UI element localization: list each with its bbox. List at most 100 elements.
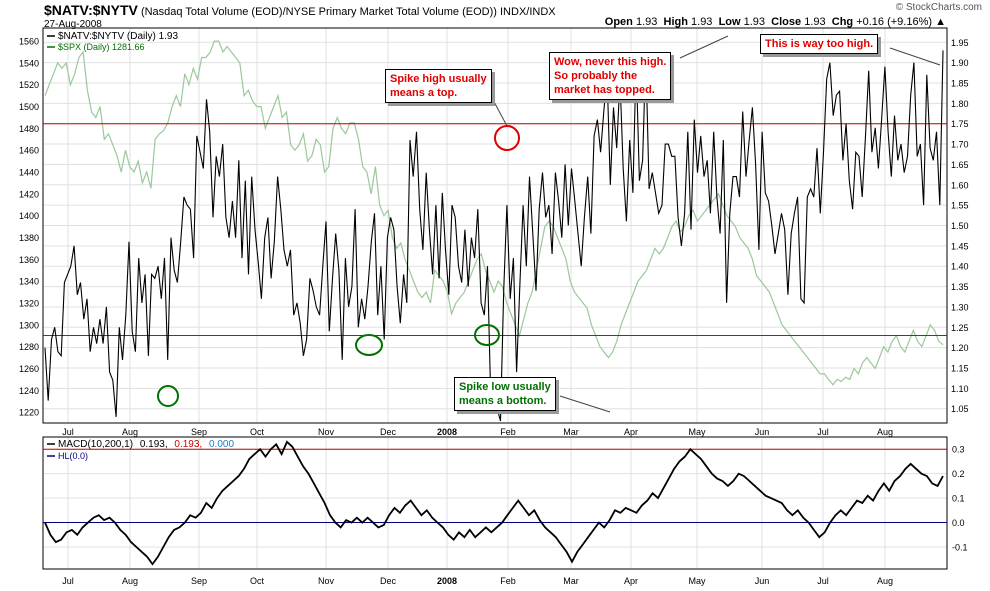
x-tick-label: Jun [755,576,770,586]
left-tick-label: 1420 [19,189,39,199]
x-tick-label: Dec [380,576,397,586]
bottom-spike-circle-2 [355,334,383,356]
legend-spx: $SPX (Daily) 1281.66 [58,42,145,52]
left-tick-label: 1540 [19,58,39,68]
right-tick-label: 1.25 [951,323,969,333]
x-tick-label: May [688,576,706,586]
low-value: 1.93 [743,16,766,28]
left-tick-label: 1440 [19,168,39,178]
exchange: INDX/INDX [500,6,556,18]
ratio-line [44,50,944,422]
x-tick-label: Apr [624,576,638,586]
right-tick-label: 1.55 [951,201,969,211]
annotation-spike-high-line-1: Spike high usually [390,73,487,85]
chg-value: +0.16 (+9.16%) [856,16,933,28]
x-tick-label: 2008 [437,576,457,586]
x-tick-label: Oct [250,576,265,586]
x-tick-label: Jul [817,576,829,586]
right-tick-label: 1.20 [951,343,969,353]
annotation-never-high-line-2: So probably the [554,70,638,82]
bottom-spike-circle-1 [157,385,179,407]
low-label: Low [718,16,741,28]
x-tick-label: Jul [817,427,829,437]
x-tick-label: Aug [877,427,893,437]
right-tick-label: 1.10 [951,384,969,394]
annotation-never-high-line-1: Wow, never this high. [554,56,667,68]
x-tick-label: Feb [500,427,516,437]
left-tick-label: 1240 [19,386,39,396]
annotation-spike-high: Spike high usually means a top. [385,69,492,103]
left-tick-label: 1560 [19,37,39,47]
x-tick-label: Feb [500,576,516,586]
legend-macd-v1: 0.193, [140,439,168,450]
annotation-never-high-line-3: market has topped. [554,84,655,96]
macd-tick-label: 0.1 [952,494,965,504]
legend-macd-v2: 0.193, [174,439,202,450]
macd-line [44,440,944,566]
open-value: 1.93 [635,16,658,28]
right-tick-label: 1.90 [951,58,969,68]
left-tick-label: 1400 [19,211,39,221]
left-tick-label: 1500 [19,102,39,112]
annotation-spike-high-line-2: means a top. [390,87,458,99]
legend-main: $NATV:$NYTV (Daily) 1.93 [58,31,178,42]
right-tick-label: 1.60 [951,180,969,190]
x-tick-label: Aug [122,576,138,586]
chart-date: 27-Aug-2008 [44,19,102,30]
annotation-spike-low-line-2: means a bottom. [459,395,547,407]
open-label: Open [604,16,633,28]
left-tick-label: 1280 [19,342,39,352]
left-tick-label: 1220 [19,408,39,418]
high-label: High [663,16,688,28]
left-tick-label: 1340 [19,277,39,287]
ohlc-readout: Open 1.93 High 1.93 Low 1.93 Close 1.93 … [605,16,946,28]
x-tick-label: Mar [563,576,579,586]
annotation-too-high: This is way too high. [760,34,879,54]
right-tick-label: 1.50 [951,221,969,231]
bottom-spike-circle-3 [474,324,500,346]
macd-tick-label: 0.0 [952,518,965,528]
legend-macd: MACD(10,200,1) 0.193, 0.193, 0.000 [58,439,234,450]
x-tick-label: Jul [62,427,74,437]
close-value: 1.93 [804,16,826,28]
right-tick-label: 1.65 [951,160,969,170]
right-tick-label: 1.70 [951,140,969,150]
macd-tick-label: 0.2 [952,469,965,479]
right-tick-label: 1.40 [951,262,969,272]
left-tick-label: 1520 [19,80,39,90]
high-value: 1.93 [691,16,713,28]
up-arrow-icon: ▲ [935,16,946,28]
right-tick-label: 1.75 [951,119,969,129]
left-tick-label: 1460 [19,146,39,156]
x-tick-label: Mar [563,427,579,437]
x-tick-label: Aug [877,576,893,586]
legend-macd-v3: 0.000 [209,439,234,450]
left-tick-label: 1320 [19,298,39,308]
right-tick-label: 1.30 [951,302,969,312]
annotation-never-high: Wow, never this high. So probably the ma… [549,52,672,100]
x-tick-label: Jul [62,576,74,586]
legend-macd-name: MACD(10,200,1) [58,439,133,450]
right-tick-label: 1.45 [951,241,969,251]
pointer-spike-low [559,395,611,413]
x-tick-label: Jun [755,427,770,437]
x-tick-label: Sep [191,427,207,437]
x-tick-label: Aug [122,427,138,437]
right-tick-label: 1.35 [951,282,969,292]
spx-line [44,40,944,386]
right-tick-label: 1.85 [951,78,969,88]
x-tick-label: Oct [250,427,265,437]
symbol: $NATV:$NYTV [44,2,138,18]
main-panel-frame [42,27,948,424]
right-tick-label: 1.95 [951,38,969,48]
left-tick-label: 1480 [19,124,39,134]
x-tick-label: Nov [318,576,335,586]
x-tick-label: Sep [191,576,207,586]
macd-tick-label: 0.3 [952,445,965,455]
pointer-spike-high [491,97,508,127]
annotation-spike-low: Spike low usually means a bottom. [454,377,556,411]
macd-panel-frame [42,436,948,570]
x-tick-label: Apr [624,427,638,437]
pointer-never-high [679,35,729,59]
x-tick-label: Nov [318,427,335,437]
